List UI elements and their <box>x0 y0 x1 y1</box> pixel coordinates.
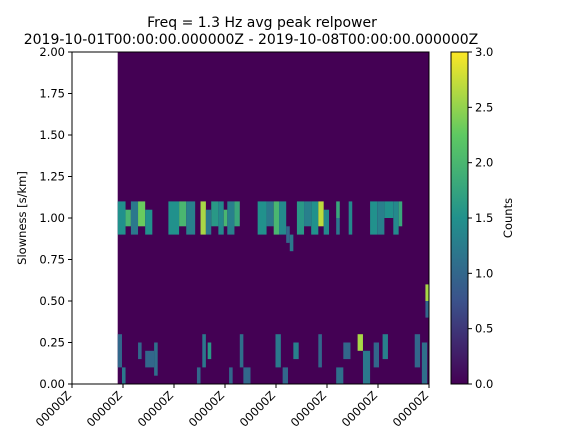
heatmap-cell <box>243 367 250 384</box>
heatmap-cell <box>425 284 429 301</box>
colorbar-tick-label: 1.5 <box>475 211 493 225</box>
heatmap-cell <box>118 334 122 367</box>
y-tick-label: 0.50 <box>39 294 65 308</box>
heatmap-cell <box>229 367 233 384</box>
heatmap-cell <box>304 201 311 226</box>
heatmap-cell <box>374 343 379 368</box>
y-tick-label: 1.25 <box>39 170 65 184</box>
heatmap-cell <box>224 210 228 227</box>
y-tick-label: 1.50 <box>39 128 65 142</box>
x-tick-label: 00000Z <box>186 388 227 429</box>
heatmap-cell <box>126 210 131 227</box>
heatmap-cell <box>118 201 126 234</box>
heatmap-cell <box>318 334 322 367</box>
heatmap-cell <box>363 351 370 384</box>
heatmap-cell <box>206 210 211 235</box>
heatmap-cell <box>197 367 201 384</box>
heatmap-cell <box>202 334 206 367</box>
colorbar-tick-label: 0.5 <box>475 322 493 336</box>
y-tick-label: 0.75 <box>39 253 65 267</box>
heatmap-cell <box>131 201 138 234</box>
y-axis-label: Slowness [s/km] <box>15 171 29 265</box>
heatmap-cell <box>324 210 329 235</box>
x-tick-label: 00000Z <box>135 388 176 429</box>
heatmap-cell <box>240 334 244 367</box>
x-tick-label: 00000Z <box>339 388 380 429</box>
chart-subtitle: 2019-10-01T00:00:00.000000Z - 2019-10-08… <box>24 32 479 48</box>
x-tick-label: 00000Z <box>237 388 278 429</box>
y-tick-label: 1.75 <box>39 87 65 101</box>
heatmap-cell <box>275 334 280 367</box>
heatmap-cell <box>227 201 234 234</box>
chart-title: Freq = 1.3 Hz avg peak relpower <box>147 15 377 31</box>
heatmap-cell <box>349 201 353 234</box>
heatmap-cell <box>422 343 427 385</box>
colorbar-tick-label: 3.0 <box>475 45 493 59</box>
heatmap-cell <box>258 201 267 234</box>
heatmap-cell <box>297 201 304 234</box>
heatmap-cell <box>290 235 294 252</box>
heatmap-cell <box>286 226 290 243</box>
heatmap-cell <box>370 201 377 234</box>
heatmap-cell <box>145 351 154 368</box>
heatmap-cell <box>283 367 288 384</box>
heatmap-cell <box>201 201 206 234</box>
heatmap-cell <box>274 201 279 234</box>
heatmap-cell <box>208 343 212 360</box>
heatmap-cell <box>311 201 318 234</box>
heatmap-cell <box>336 367 343 384</box>
heatmap-cell <box>358 334 363 351</box>
y-tick-label: 1.00 <box>39 211 65 225</box>
colorbar <box>451 52 468 384</box>
heatmap-cell <box>138 343 142 360</box>
heatmap-cell <box>399 201 403 226</box>
heatmap-cell <box>179 201 186 226</box>
colorbar-tick-label: 0.0 <box>475 377 493 391</box>
heatmap-cell <box>186 201 195 234</box>
heatmap-cell <box>384 201 393 218</box>
heatmap-cell <box>415 334 420 367</box>
heatmap-cell <box>318 201 323 226</box>
y-tick-label: 0.25 <box>39 336 65 350</box>
heatmap-cell <box>154 343 158 376</box>
y-tick-label: 2.00 <box>39 45 65 59</box>
heatmap-cell <box>279 201 286 234</box>
colorbar-tick-label: 1.0 <box>475 266 493 280</box>
colorbar-label: Counts <box>501 198 515 238</box>
heatmap-cell <box>293 343 298 360</box>
heatmap-cell <box>336 201 340 218</box>
x-tick-label: 00000Z <box>33 388 74 429</box>
y-tick-label: 0.00 <box>39 377 65 391</box>
heatmap-cell <box>425 301 429 318</box>
heatmap-cell <box>234 201 239 226</box>
heatmap-cell <box>168 201 179 234</box>
colorbar-tick-label: 2.0 <box>475 156 493 170</box>
heatmap-cell <box>336 218 340 235</box>
heatmap-cell <box>393 201 398 234</box>
heatmap-cell <box>211 201 218 226</box>
heatmap-cell <box>383 334 388 359</box>
x-tick-label: 00000Z <box>390 388 431 429</box>
x-tick-label: 00000Z <box>84 388 125 429</box>
colorbar-tick-label: 2.5 <box>475 100 493 114</box>
heatmap-cell <box>145 210 152 235</box>
heatmap-cell <box>377 201 384 234</box>
x-tick-label: 00000Z <box>288 388 329 429</box>
heatmap-cell <box>138 201 145 226</box>
heatmap-cell <box>343 343 350 360</box>
heatmap-cell <box>267 201 274 226</box>
heatmap-cell <box>218 201 223 234</box>
heatmap-cell <box>122 367 126 384</box>
